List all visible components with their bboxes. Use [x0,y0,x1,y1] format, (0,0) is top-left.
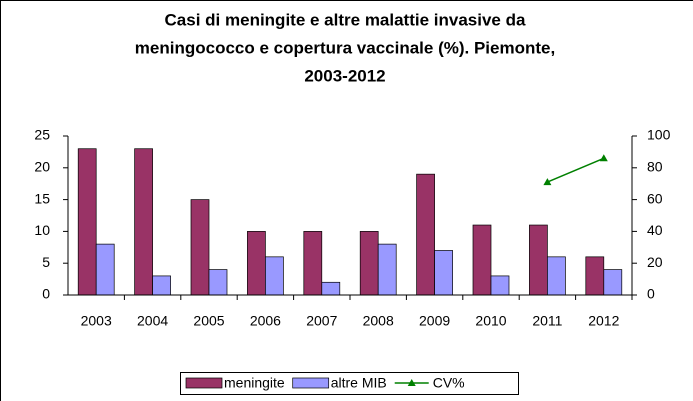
y2-tick-label: 20 [647,254,663,270]
legend-swatch [292,377,330,389]
y2-tick-label: 80 [647,159,663,175]
legend: meningite altre MIB CV% [180,372,519,395]
line-marker [543,178,552,186]
x-tick-label: 2011 [532,313,562,329]
legend-label: meningite [224,375,285,391]
bar [134,148,153,296]
bar [585,256,605,296]
y2-tick-label: 40 [647,222,663,238]
bar [377,243,397,296]
legend-swatch [185,377,223,389]
bar [472,224,492,296]
x-tick-label: 2007 [306,313,337,329]
y-tick-label: 0 [42,286,50,302]
bar [190,199,210,296]
line-marker [599,154,608,162]
y-tick-label: 20 [34,159,50,175]
bar [603,269,623,296]
bar [529,224,548,296]
chart-title: 2003-2012 [304,66,385,85]
bar [247,231,266,296]
bar [152,275,171,296]
y-tick-label: 15 [34,190,50,206]
bar [303,231,323,296]
y2-tick-label: 0 [647,286,655,302]
bar [208,269,228,296]
x-tick-label: 2008 [363,313,394,329]
bar [416,173,435,296]
chart-title: Casi di meningite e altre malattie invas… [165,10,526,29]
x-tick-label: 2005 [193,313,224,329]
line [547,157,605,183]
legend-box [180,372,519,395]
bar [359,231,379,296]
chart-title: meningococco e copertura vaccinale (%). … [135,38,555,57]
line-marker [407,379,416,386]
x-tick-label: 2003 [81,313,112,329]
bar [547,256,566,296]
bar [95,243,115,296]
y-tick-label: 25 [34,127,50,143]
bar [321,281,341,296]
legend-label: CV% [433,375,465,391]
bar [490,275,510,296]
legend-label: altre MIB [331,375,387,391]
bar [77,148,97,296]
y2-tick-label: 100 [647,127,671,143]
x-tick-label: 2010 [475,313,506,329]
bar [265,256,284,296]
x-tick-label: 2004 [137,313,168,329]
x-tick-label: 2012 [588,313,619,329]
bar [434,250,453,296]
x-tick-label: 2009 [419,313,450,329]
x-tick-label: 2006 [250,313,281,329]
y-tick-label: 5 [42,254,50,270]
y-tick-label: 10 [34,222,50,238]
y2-tick-label: 60 [647,190,663,206]
